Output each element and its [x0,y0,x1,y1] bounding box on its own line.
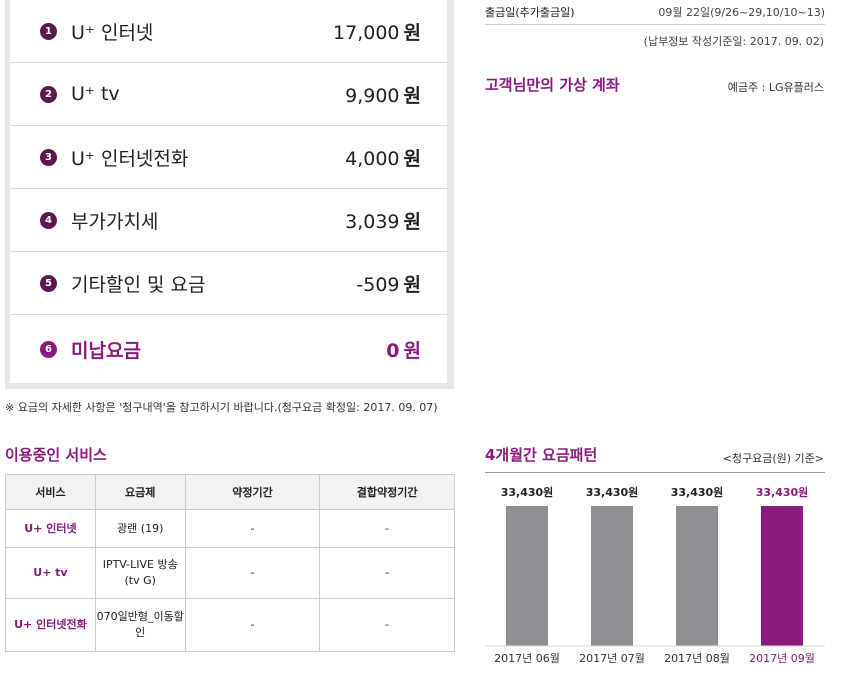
fee-label: 부가가치세 [71,210,159,233]
chart-bar [676,506,718,646]
fee-label: 미납요금 [71,339,141,362]
chart-bar [761,506,803,646]
fee-label: U⁺ 인터넷 [71,21,154,44]
plan-name: IPTV-LIVE 방송(tv G) [94,547,186,599]
chart-title: 4개월간 요금패턴 [485,446,598,464]
services-title: 이용중인 서비스 [5,446,107,464]
service-name: U+ 인터넷전화 [5,598,96,652]
number-badge-icon: 6 [40,340,57,358]
number-badge-icon: 5 [40,274,57,292]
table-header-row: 서비스 요금제 약정기간 결합약정기간 [5,474,455,510]
column-header: 요금제 [94,474,186,510]
chart-bar [591,506,633,646]
payment-date-value: 09월 22일(9/26~29,10/10~13) [658,6,825,19]
fee-pattern-chart: 33,430원 2017년 06월 33,430원 2017년 07월 33,430원 2… [485,472,825,672]
table-row: U+ 인터넷전화 070일반형_이동할인 - - [5,598,455,652]
number-badge-icon: 3 [40,148,57,166]
service-name: U+ 인터넷 [5,509,96,548]
fee-row-tv: 2 U⁺ tv 9,900 원 [10,63,447,126]
fee-label: U⁺ 인터넷전화 [71,147,189,170]
x-tick-label: 2017년 07월 [579,652,645,665]
services-table: 서비스 요금제 약정기간 결합약정기간 U+ 인터넷 광랜 (19) - - U… [5,474,455,652]
column-header: 약정기간 [184,474,321,510]
fee-amount: 3,039 원 [345,210,421,233]
number-badge-icon: 1 [40,22,57,40]
bundle-term: - [319,547,455,599]
table-row: U+ tv IPTV-LIVE 방송(tv G) - - [5,547,455,599]
fee-amount: -509 원 [356,273,421,296]
payment-date-row: 출금일(추가출금일) 09월 22일(9/26~29,10/10~13) [485,0,825,25]
fee-row-discount: 5 기타할인 및 요금 -509 원 [10,252,447,315]
bundle-term: - [319,598,455,652]
chart-bar [506,506,548,646]
contract-term: - [184,547,321,599]
fee-label: 기타할인 및 요금 [71,273,206,296]
fee-summary-box: 1 U⁺ 인터넷 17,000 원 2 U⁺ tv 9,900 원 3 U⁺ 인터넷… [5,0,454,389]
fee-label: U⁺ tv [71,83,120,105]
fee-row-phone: 3 U⁺ 인터넷전화 4,000 원 [10,126,447,189]
fee-amount: 17,000 원 [333,21,421,44]
x-tick-label: 2017년 08월 [664,652,730,665]
column-header: 결합약정기간 [319,474,455,510]
fee-note: ※ 요금의 자세한 사항은 '청구내역'을 참고하시기 바랍니다.(청구요금 확… [5,401,438,414]
payment-basis-date: (납부정보 작성기준일: 2017. 09. 02) [643,35,824,48]
column-header: 서비스 [5,474,96,510]
table-row: U+ 인터넷 광랜 (19) - - [5,509,455,548]
payment-date-label: 출금일(추가출금일) [485,6,575,19]
plan-name: 070일반형_이동할인 [94,598,186,652]
chart-svg: 33,430원 2017년 06월 33,430원 2017년 07월 33,430원 2… [485,485,825,665]
x-tick-label: 2017년 09월 [749,652,815,665]
bar-value-label: 33,430원 [586,485,639,499]
fee-row-internet: 1 U⁺ 인터넷 17,000 원 [10,0,447,63]
bar-value-label: 33,430원 [501,485,554,499]
fee-amount: 9,900 원 [345,84,421,107]
bar-value-label: 33,430원 [671,485,724,499]
contract-term: - [184,598,321,652]
virtual-account-title: 고객님만의 가상 계좌 [485,76,620,94]
contract-term: - [184,509,321,548]
plan-name: 광랜 (19) [94,509,186,548]
chart-unit: <청구요금(원) 기준> [722,452,824,465]
x-tick-label: 2017년 06월 [494,652,560,665]
virtual-account-depositor: 예금주 : LG유플러스 [727,81,824,94]
fee-list: 1 U⁺ 인터넷 17,000 원 2 U⁺ tv 9,900 원 3 U⁺ 인터넷… [10,0,447,383]
fee-row-vat: 4 부가가치세 3,039 원 [10,189,447,252]
bundle-term: - [319,509,455,548]
number-badge-icon: 2 [40,85,57,103]
number-badge-icon: 4 [40,211,57,229]
service-name: U+ tv [5,547,96,599]
fee-amount: 4,000 원 [345,147,421,170]
bar-value-label: 33,430원 [756,485,809,499]
